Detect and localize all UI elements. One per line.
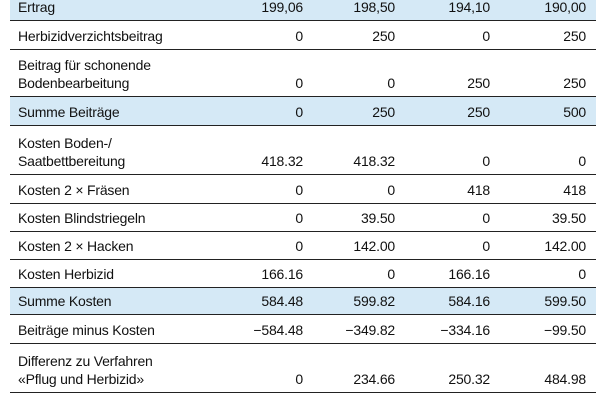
cell-value: 0 bbox=[482, 28, 490, 44]
cell-value: 234.66 bbox=[353, 371, 395, 387]
cell-value: 250 bbox=[467, 75, 490, 91]
cell-value: 584.48 bbox=[261, 293, 303, 309]
cell-value: 0 bbox=[295, 182, 303, 198]
cell-value: 418.32 bbox=[261, 153, 303, 169]
row-label: Kosten Boden-/ Saatbettbereitung bbox=[18, 135, 126, 169]
table-row: Beiträge minus Kosten −584.48 −349.82 −334.… bbox=[10, 314, 596, 343]
cell-value: 250 bbox=[563, 28, 586, 44]
table-row: Differenz zu Verfahren «Pflug und Herbiz… bbox=[10, 343, 596, 392]
table-row: Kosten Boden-/ Saatbettbereitung 418.32 41… bbox=[10, 125, 596, 174]
cell-value: 142.00 bbox=[544, 238, 586, 254]
cell-value: 199,06 bbox=[261, 0, 303, 15]
cell-value: 0 bbox=[295, 75, 303, 91]
cell-value: 166.16 bbox=[448, 266, 490, 282]
cell-value: 250 bbox=[372, 28, 395, 44]
table-row: Beitrag für schonende Bodenbearbeitung 0 0… bbox=[10, 49, 596, 96]
row-label: Ertrag bbox=[18, 0, 55, 15]
cell-value: 0 bbox=[295, 238, 303, 254]
table-row: Kosten Blindstriegeln 0 39.50 0 39.50 bbox=[10, 203, 596, 231]
row-label: Kosten 2 × Fräsen bbox=[18, 182, 130, 198]
table-row: Tolerierbarer MinderertragReferenz15.64 … bbox=[10, 392, 596, 402]
cell-value: 0 bbox=[387, 182, 395, 198]
cell-value: 39.50 bbox=[360, 210, 395, 226]
cell-value: 250 bbox=[467, 104, 490, 120]
cell-value: 0 bbox=[387, 75, 395, 91]
table-row: Ertrag 199,06 198,50 194,10 190,00 bbox=[10, 0, 596, 20]
cell-value: −349.82 bbox=[345, 322, 395, 338]
cell-value: 250 bbox=[372, 104, 395, 120]
cell-value: 418 bbox=[467, 182, 490, 198]
cell-value: 142.00 bbox=[353, 238, 395, 254]
row-label: Summe Kosten bbox=[18, 293, 112, 309]
cell-value: 584.16 bbox=[448, 293, 490, 309]
cell-value: 0 bbox=[482, 238, 490, 254]
cell-value: 0 bbox=[482, 153, 490, 169]
cell-value: 166.16 bbox=[261, 266, 303, 282]
cell-value: −99.50 bbox=[543, 322, 586, 338]
cell-value: 418.32 bbox=[353, 153, 395, 169]
cell-value: 250 bbox=[563, 75, 586, 91]
cell-value: 599.50 bbox=[544, 293, 586, 309]
cell-value: 198,50 bbox=[353, 0, 395, 15]
row-label: Beiträge minus Kosten bbox=[18, 322, 155, 338]
table-row: Kosten Herbizid 166.16 0 166.16 0 bbox=[10, 259, 596, 287]
cell-value: 500 bbox=[563, 104, 586, 120]
cell-value: 190,00 bbox=[544, 0, 586, 15]
cell-value: 484.98 bbox=[544, 371, 586, 387]
cell-value: 0 bbox=[295, 28, 303, 44]
cell-value: 0 bbox=[295, 371, 303, 387]
table-row: Summe Kosten 584.48 599.82 584.16 599.50 bbox=[10, 287, 596, 314]
cell-value: 418 bbox=[563, 182, 586, 198]
table-row: Kosten 2 × Fräsen 0 0 418 418 bbox=[10, 174, 596, 203]
table-row: Summe Beiträge 0 250 250 500 bbox=[10, 96, 596, 125]
row-label: Herbizidverzichtsbeitrag bbox=[18, 28, 163, 44]
cell-value: −334.16 bbox=[440, 322, 490, 338]
row-label: Kosten Blindstriegeln bbox=[18, 210, 146, 226]
table-row: Kosten 2 × Hacken 0 142.00 0 142.00 bbox=[10, 231, 596, 259]
cell-value: 194,10 bbox=[448, 0, 490, 15]
cell-value: 0 bbox=[482, 210, 490, 226]
table-row: Herbizidverzichtsbeitrag 0 250 0 250 bbox=[10, 20, 596, 49]
cell-value: 39.50 bbox=[551, 210, 586, 226]
row-label: Beitrag für schonende Bodenbearbeitung bbox=[18, 57, 151, 91]
cell-value: 0 bbox=[295, 104, 303, 120]
cell-value: 0 bbox=[295, 210, 303, 226]
row-label: Kosten Herbizid bbox=[18, 266, 114, 282]
row-label: Differenz zu Verfahren «Pflug und Herbiz… bbox=[18, 353, 153, 387]
cell-value: 0 bbox=[387, 266, 395, 282]
cell-value: 0 bbox=[578, 266, 586, 282]
cell-value: 599.82 bbox=[353, 293, 395, 309]
cell-value: 0 bbox=[578, 153, 586, 169]
cell-value: 250.32 bbox=[448, 371, 490, 387]
cell-value: −584.48 bbox=[253, 322, 303, 338]
row-label: Summe Beiträge bbox=[18, 104, 120, 120]
row-label: Kosten 2 × Hacken bbox=[18, 238, 134, 254]
